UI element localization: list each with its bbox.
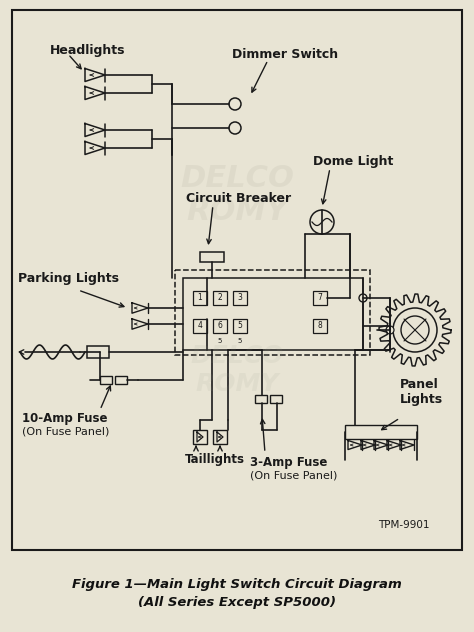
Circle shape (386, 326, 394, 334)
Bar (213, 319, 227, 333)
Text: 3-Amp Fuse: 3-Amp Fuse (250, 456, 328, 469)
Text: 2: 2 (218, 293, 222, 303)
Bar (193, 430, 207, 444)
Text: Headlights: Headlights (50, 44, 126, 57)
Text: (On Fuse Panel): (On Fuse Panel) (22, 426, 109, 436)
Text: Parking Lights: Parking Lights (18, 272, 119, 285)
Text: 5: 5 (237, 322, 242, 331)
Bar (175, 270, 370, 355)
Bar (213, 291, 227, 305)
Text: Dome Light: Dome Light (313, 155, 393, 168)
Bar (193, 291, 207, 305)
Text: 8: 8 (318, 322, 322, 331)
Text: Figure 1—Main Light Switch Circuit Diagram: Figure 1—Main Light Switch Circuit Diagr… (72, 578, 402, 591)
Bar (233, 319, 247, 333)
Text: 5: 5 (218, 338, 222, 344)
Bar (115, 376, 127, 384)
Bar (213, 430, 227, 444)
Text: Panel
Lights: Panel Lights (400, 378, 443, 406)
Bar (255, 395, 267, 403)
Text: 6: 6 (218, 322, 222, 331)
Text: Dimmer Switch: Dimmer Switch (232, 48, 338, 61)
Circle shape (229, 122, 241, 134)
Bar (12, 10, 462, 550)
Bar (270, 395, 282, 403)
Text: 10-Amp Fuse: 10-Amp Fuse (22, 412, 108, 425)
Circle shape (229, 98, 241, 110)
Text: Circuit Breaker: Circuit Breaker (186, 192, 291, 205)
Text: DELCO
ROMY: DELCO ROMY (191, 344, 283, 396)
Text: TPM-9901: TPM-9901 (379, 520, 430, 530)
Bar (100, 376, 112, 384)
Text: Taillights: Taillights (185, 453, 245, 466)
Text: 7: 7 (318, 293, 322, 303)
Circle shape (393, 308, 437, 352)
Bar (313, 291, 327, 305)
Text: (On Fuse Panel): (On Fuse Panel) (250, 470, 337, 480)
Bar (87, 346, 109, 358)
Bar (193, 319, 207, 333)
Text: 4: 4 (198, 322, 202, 331)
Text: 3: 3 (237, 293, 242, 303)
Text: (All Series Except SP5000): (All Series Except SP5000) (138, 596, 336, 609)
Bar (345, 425, 417, 439)
Bar (233, 291, 247, 305)
Text: 5: 5 (238, 338, 242, 344)
Circle shape (401, 316, 429, 344)
Bar (200, 252, 224, 262)
Circle shape (359, 294, 367, 302)
Text: DELCO
ROMY: DELCO ROMY (180, 164, 294, 226)
Text: 1: 1 (198, 293, 202, 303)
Bar (183, 278, 363, 350)
Circle shape (310, 210, 334, 234)
Bar (313, 319, 327, 333)
